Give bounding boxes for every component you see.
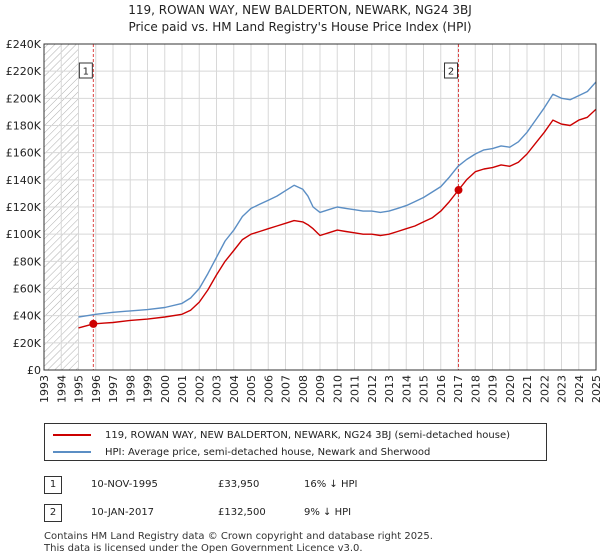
x-tick-label: 2020: [504, 375, 517, 403]
y-tick-label: £40K: [13, 310, 42, 323]
y-tick-label: £100K: [6, 228, 42, 241]
sale-point: [89, 319, 98, 328]
x-tick-label: 1996: [90, 375, 103, 403]
y-tick-label: £20K: [13, 337, 42, 350]
x-tick-label: 1999: [142, 375, 155, 403]
sale-label-text: 2: [448, 67, 454, 78]
y-tick-label: £160K: [6, 147, 42, 160]
x-tick-label: 2009: [314, 375, 327, 403]
x-tick-label: 2012: [366, 375, 379, 403]
x-tick-label: 2010: [331, 375, 344, 403]
y-tick-label: £140K: [6, 174, 42, 187]
x-tick-label: 2007: [280, 375, 293, 403]
legend-label-hpi: HPI: Average price, semi-detached house,…: [105, 446, 431, 458]
chart-subtitle: Price paid vs. HM Land Registry's House …: [128, 20, 472, 34]
sale-hpi-diff: 9% ↓ HPI: [304, 507, 352, 518]
y-tick-label: £180K: [6, 120, 42, 133]
y-tick-label: £60K: [13, 283, 42, 296]
legend-swatch-hpi: [53, 451, 91, 453]
chart-legend: 119, ROWAN WAY, NEW BALDERTON, NEWARK, N…: [44, 423, 547, 461]
sale-badge: 2: [44, 504, 62, 522]
x-tick-label: 2014: [400, 375, 413, 403]
x-tick-label: 2005: [245, 375, 258, 403]
x-tick-label: 2016: [435, 375, 448, 403]
x-tick-label: 2025: [590, 375, 600, 403]
x-tick-label: 2003: [211, 375, 224, 403]
footer-copyright: Contains HM Land Registry data © Crown c…: [44, 531, 433, 542]
sale-label-box: [78, 62, 93, 79]
price-series-line: [78, 108, 596, 329]
x-tick-label: 1998: [124, 375, 137, 403]
sale-price: £33,950: [218, 479, 260, 490]
hpi-series-line: [78, 81, 596, 318]
legend-label-price: 119, ROWAN WAY, NEW BALDERTON, NEWARK, N…: [105, 429, 511, 441]
x-tick-label: 2022: [538, 375, 551, 403]
x-tick-label: 2001: [176, 375, 189, 403]
chart-title: 119, ROWAN WAY, NEW BALDERTON, NEWARK, N…: [128, 3, 472, 17]
x-tick-label: 2006: [262, 375, 275, 403]
footer-licence: This data is licensed under the Open Gov…: [44, 543, 363, 554]
x-tick-label: 1993: [38, 375, 51, 403]
x-tick-label: 2011: [349, 375, 362, 403]
x-tick-label: 2002: [193, 375, 206, 403]
legend-swatch-price: [53, 434, 91, 436]
x-tick-label: 2000: [159, 375, 172, 403]
sale-label-box: [444, 62, 459, 79]
y-tick-label: £240K: [6, 38, 42, 51]
x-tick-label: 2021: [521, 375, 534, 403]
x-tick-label: 2017: [452, 375, 465, 403]
sale-date: 10-JAN-2017: [91, 507, 155, 518]
legend-item-price: 119, ROWAN WAY, NEW BALDERTON, NEWARK, N…: [53, 427, 510, 443]
sale-label-text: 1: [83, 67, 89, 78]
sale-price: £132,500: [218, 507, 266, 518]
sale-hpi-diff: 16% ↓ HPI: [304, 479, 358, 490]
sale-point: [454, 186, 463, 195]
x-tick-label: 2015: [418, 375, 431, 403]
price-chart: £0 £20K £40K £60K £80K £100K £120K £140K £160K £1…: [6, 38, 600, 403]
y-tick-label: £80K: [13, 255, 42, 268]
x-tick-label: 1994: [55, 375, 68, 403]
y-tick-label: £220K: [6, 65, 42, 78]
x-tick-label: 2008: [297, 375, 310, 403]
y-tick-label: £0: [27, 364, 41, 377]
y-tick-label: £120K: [6, 201, 42, 214]
sale-badge: 1: [44, 476, 62, 494]
x-tick-label: 2013: [383, 375, 396, 403]
x-tick-label: 1995: [73, 375, 86, 403]
x-tick-label: 2018: [469, 375, 482, 403]
x-tick-label: 2024: [573, 375, 586, 403]
plot-border: [43, 43, 597, 371]
x-tick-label: 2023: [556, 375, 569, 403]
legend-item-hpi: HPI: Average price, semi-detached house,…: [53, 444, 430, 460]
x-tick-label: 2019: [487, 375, 500, 403]
series-group: [78, 81, 596, 329]
sale-date: 10-NOV-1995: [91, 479, 158, 490]
x-tick-label: 1997: [107, 375, 120, 403]
y-tick-label: £200K: [6, 92, 42, 105]
x-tick-label: 2004: [228, 375, 241, 403]
